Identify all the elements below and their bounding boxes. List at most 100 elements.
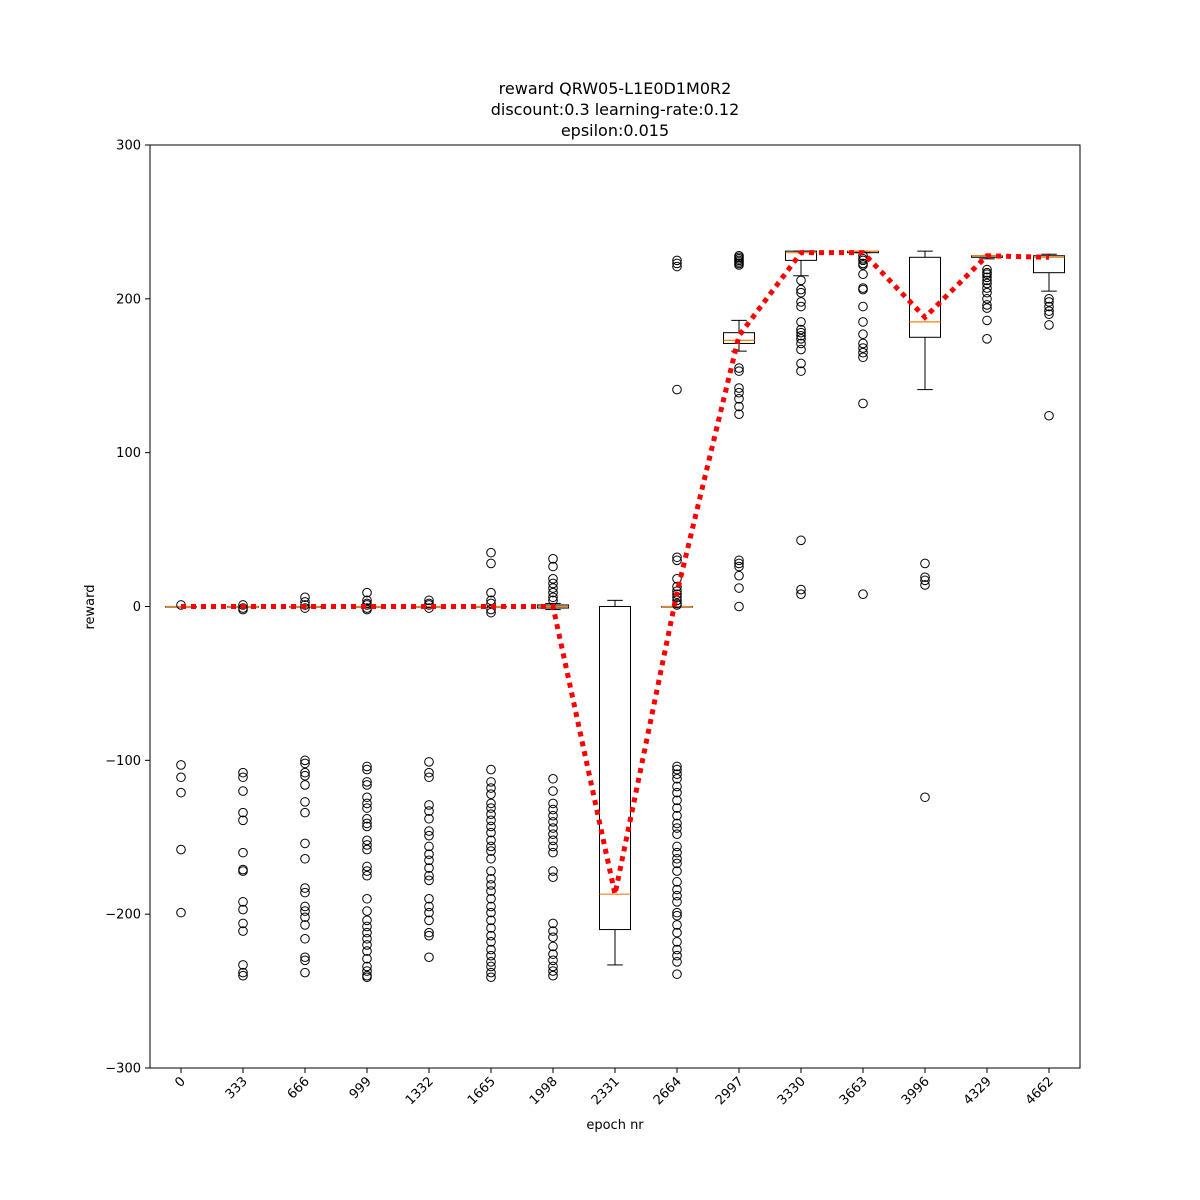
outlier-point (796, 327, 806, 338)
outlier-point (672, 884, 682, 895)
outlier-point (300, 592, 310, 603)
outlier-point (548, 798, 558, 809)
outlier-point (486, 937, 496, 947)
y-tick-label: −300 (105, 1062, 141, 1077)
outlier-point (548, 966, 558, 976)
outlier-point (982, 272, 992, 283)
outlier-point (982, 287, 992, 298)
x-axis-label: epoch nr (586, 1118, 644, 1133)
outlier-point (486, 777, 496, 787)
y-tick-label: 200 (116, 292, 141, 307)
outlier-point (672, 787, 682, 798)
outlier-point (734, 558, 744, 569)
outlier-point (796, 317, 806, 327)
outlier-point (672, 795, 682, 806)
outlier-point (486, 950, 496, 961)
outlier-point (734, 555, 744, 566)
outlier-point (858, 301, 868, 312)
outlier-point (362, 921, 372, 932)
outlier-point (858, 338, 868, 349)
outlier-point (300, 603, 310, 613)
outlier-point (238, 767, 248, 778)
outlier-point (858, 269, 868, 280)
outlier-point (300, 912, 310, 923)
outlier-point (486, 930, 496, 941)
outlier-point (858, 398, 868, 409)
outlier-point (424, 870, 434, 881)
outlier-point (734, 363, 744, 373)
outlier-point (486, 764, 496, 775)
outlier-point (424, 757, 434, 767)
outlier-point (486, 815, 496, 826)
outlier-point (486, 886, 496, 896)
outlier-point (734, 260, 744, 270)
outlier-point (858, 329, 868, 340)
outlier-point (486, 944, 496, 955)
outlier-point (982, 303, 992, 313)
outlier-point (672, 829, 682, 839)
outlier-point (486, 893, 496, 904)
outlier-point (734, 409, 744, 420)
outlier-point (858, 347, 868, 358)
outlier-point (486, 873, 496, 884)
outlier-point (424, 927, 434, 938)
outlier-point (1044, 306, 1054, 316)
outlier-point (672, 920, 682, 930)
outlier-point (672, 957, 682, 967)
outlier-point (672, 853, 682, 864)
outlier-point (486, 798, 496, 809)
outlier-point (486, 558, 496, 569)
outlier-point (672, 866, 682, 876)
outlier-point (858, 352, 868, 363)
outlier-point (734, 561, 744, 572)
outlier-point (548, 955, 558, 966)
outlier-point (362, 792, 372, 803)
outlier-point (548, 561, 558, 572)
outlier-point (300, 755, 310, 766)
outlier-point (672, 927, 682, 938)
outlier-point (238, 815, 248, 826)
outlier-point (362, 870, 372, 881)
outlier-point (362, 587, 372, 598)
outlier-point (1044, 297, 1054, 307)
outlier-point (672, 555, 682, 566)
outlier-point (672, 897, 682, 907)
outlier-point (672, 552, 682, 563)
outlier-point (424, 826, 434, 836)
outlier-point (424, 893, 434, 904)
outlier-point (238, 600, 248, 610)
outlier-point (672, 803, 682, 813)
outlier-point (362, 798, 372, 809)
outlier-point (796, 366, 806, 376)
outlier-point (548, 823, 558, 833)
outlier-point (982, 275, 992, 286)
outlier-point (796, 330, 806, 341)
outlier-point (548, 574, 558, 584)
outlier-point (362, 946, 372, 956)
outlier-point (300, 883, 310, 893)
outlier-point (362, 604, 372, 615)
outlier-point (238, 918, 248, 929)
outlier-point (548, 835, 558, 846)
outlier-point (300, 600, 310, 610)
outlier-point (486, 809, 496, 819)
y-tick-label: −100 (105, 754, 141, 769)
outlier-point (486, 853, 496, 864)
outlier-point (548, 841, 558, 852)
outlier-point (486, 789, 496, 799)
y-tick-label: −200 (105, 908, 141, 923)
outlier-point (238, 926, 248, 936)
outlier-point (424, 813, 434, 824)
outlier-point (734, 366, 744, 376)
outlier-point (548, 847, 558, 858)
outlier-point (796, 297, 806, 307)
outlier-point (486, 961, 496, 972)
outlier-point (486, 846, 496, 856)
outlier-point (362, 915, 372, 926)
outlier-point (858, 589, 868, 599)
outlier-point (548, 829, 558, 839)
outlier-point (362, 966, 372, 976)
outlier-point (982, 278, 992, 289)
outlier-point (362, 813, 372, 824)
outlier-point (982, 264, 992, 275)
